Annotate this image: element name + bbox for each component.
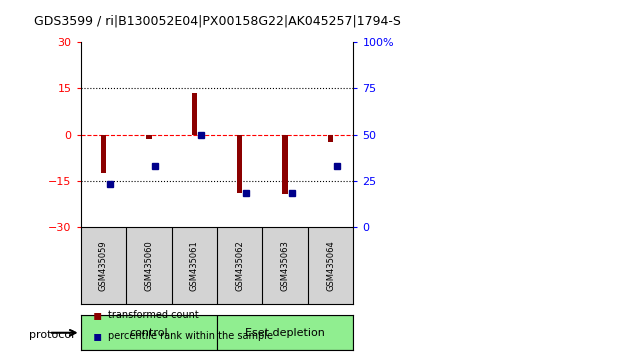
Text: percentile rank within the sample: percentile rank within the sample (108, 331, 273, 341)
Text: protocol: protocol (29, 330, 74, 339)
Text: GSM435059: GSM435059 (99, 240, 108, 291)
Text: ▪: ▪ (93, 308, 102, 322)
Text: GSM435060: GSM435060 (144, 240, 153, 291)
Text: Eset depletion: Eset depletion (246, 328, 325, 338)
Bar (81, 315, 217, 350)
Bar (283, 135, 288, 194)
Text: GSM435061: GSM435061 (190, 240, 199, 291)
Bar (192, 93, 197, 135)
Bar (217, 315, 353, 350)
Text: control: control (130, 328, 168, 338)
Bar (237, 135, 242, 193)
Text: GSM435062: GSM435062 (235, 240, 244, 291)
Text: GDS3599 / ri|B130052E04|PX00158G22|AK045257|1794-S: GDS3599 / ri|B130052E04|PX00158G22|AK045… (33, 14, 401, 27)
Text: GSM435064: GSM435064 (326, 240, 335, 291)
Text: transformed count: transformed count (108, 310, 199, 320)
Text: ▪: ▪ (93, 329, 102, 343)
Bar (146, 135, 151, 139)
Text: GSM435063: GSM435063 (281, 240, 290, 291)
Bar (328, 135, 334, 142)
Bar (100, 135, 106, 173)
